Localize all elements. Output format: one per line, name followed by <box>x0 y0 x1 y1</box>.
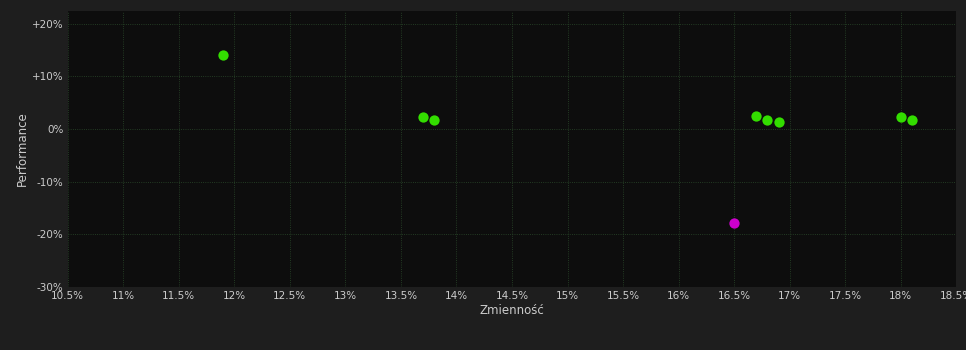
Point <box>215 52 231 58</box>
Point <box>760 117 776 122</box>
X-axis label: Zmienność: Zmienność <box>479 304 545 317</box>
Point <box>415 114 431 120</box>
Point <box>894 114 909 120</box>
Point <box>427 117 442 122</box>
Point <box>771 119 786 125</box>
Point <box>749 113 764 119</box>
Y-axis label: Performance: Performance <box>16 111 29 186</box>
Point <box>904 117 920 123</box>
Point <box>726 220 742 225</box>
